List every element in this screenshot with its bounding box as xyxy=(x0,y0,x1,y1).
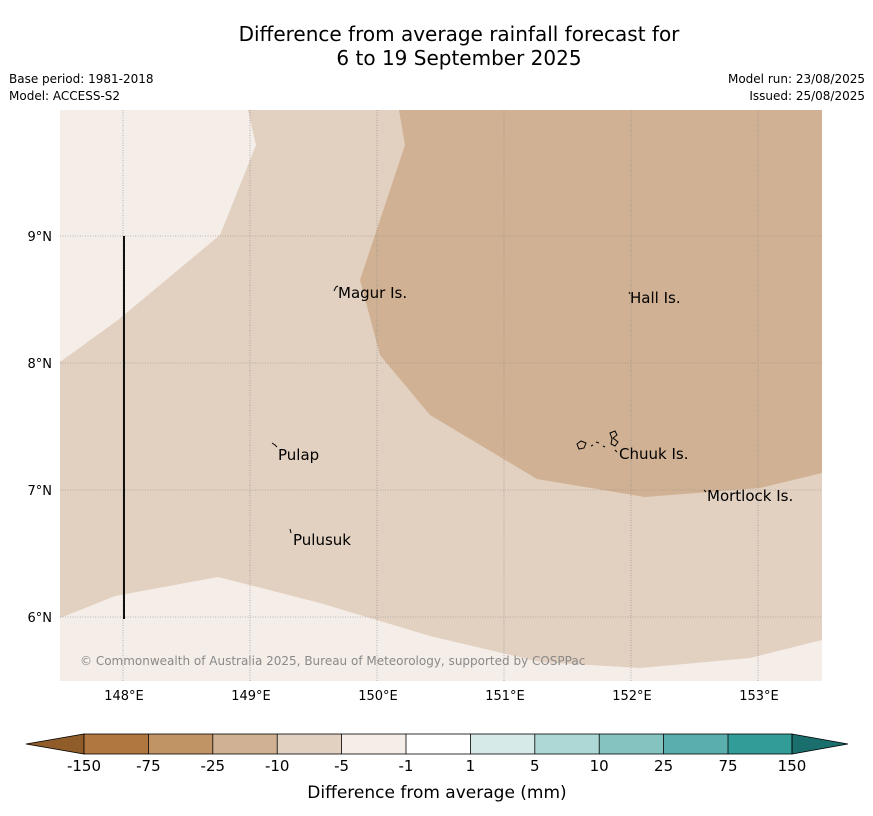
pulusuk-island-outline xyxy=(289,528,292,534)
colorbar-tick-label: 25 xyxy=(654,757,673,775)
lon-label-151e: 151°E xyxy=(485,689,525,704)
model-text: Model: ACCESS-S2 xyxy=(9,89,121,103)
title-line-2: 6 to 19 September 2025 xyxy=(336,46,582,70)
title-line-1: Difference from average rainfall forecas… xyxy=(238,22,680,46)
lon-label-150e: 150°E xyxy=(358,689,398,704)
colorbar-tick-label: -25 xyxy=(201,757,226,775)
place-label-pulap: Pulap xyxy=(278,446,319,464)
colorbar-bin-10-25 xyxy=(599,734,664,754)
model-run-text: Model run: 23/08/2025 xyxy=(727,72,865,86)
colorbar-bin-1-5 xyxy=(470,734,535,754)
colorbar-title: Difference from average (mm) xyxy=(307,783,566,803)
region-minus25-minus10 xyxy=(360,110,822,497)
colorbar-tick-label: -1 xyxy=(399,757,414,775)
colorbar-bin-75-150 xyxy=(728,734,792,754)
copyright-text: © Commonwealth of Australia 2025, Bureau… xyxy=(80,654,585,668)
place-label-pulusuk: Pulusuk xyxy=(293,531,351,549)
colorbar-bin-minus10-minus5 xyxy=(277,734,342,754)
colorbar-tick-label: -5 xyxy=(334,757,349,775)
colorbar-bin-minus1-1 xyxy=(406,734,471,754)
colorbar-tick-label: 10 xyxy=(590,757,609,775)
lat-label-7n: 7°N xyxy=(28,484,53,499)
colorbar-bin-minus5-minus1 xyxy=(341,734,406,754)
mortlock-island-outline xyxy=(703,489,707,493)
base-period-text: Base period: 1981-2018 xyxy=(9,72,154,86)
colorbar-legend: -150 -75 -25 -10 -5 -1 1 5 10 25 75 150 … xyxy=(25,733,849,803)
islands xyxy=(271,285,707,534)
run-info: Model run: 23/08/2025 Issued: 25/08/2025 xyxy=(728,71,865,105)
colorbar-dividers xyxy=(147,734,729,754)
colorbar-extend-high xyxy=(791,733,849,755)
lon-label-152e: 152°E xyxy=(612,689,652,704)
lat-label-8n: 8°N xyxy=(28,357,53,372)
lat-label-9n: 9°N xyxy=(28,230,53,245)
graticule xyxy=(60,110,822,681)
colorbar-bin-minus75-minus25 xyxy=(148,734,213,754)
colorbar-bin-minus25-minus10 xyxy=(212,734,278,754)
colorbar-tick-label: -75 xyxy=(136,757,161,775)
magur-island-outline xyxy=(333,285,339,292)
chuuk-island-outline xyxy=(576,430,619,453)
colorbar-tick-label: 150 xyxy=(778,757,807,775)
colorbar-frame xyxy=(83,733,793,755)
base-info: Base period: 1981-2018 Model: ACCESS-S2 xyxy=(9,71,154,105)
place-label-chuuk: Chuuk Is. xyxy=(619,445,688,463)
colorbar-bin-25-75 xyxy=(663,734,728,754)
pulap-island-outline xyxy=(271,442,278,448)
lon-label-148e: 148°E xyxy=(104,689,144,704)
lon-label-153e: 153°E xyxy=(739,689,779,704)
rainfall-shading xyxy=(60,110,822,681)
colorbar-tick-label: -150 xyxy=(67,757,101,775)
lon-label-149e: 149°E xyxy=(231,689,271,704)
issued-text: Issued: 25/08/2025 xyxy=(749,89,865,103)
colorbar-tick-label: -10 xyxy=(265,757,290,775)
colorbar-tick-label: 1 xyxy=(466,757,476,775)
place-label-magur: Magur Is. xyxy=(338,284,407,302)
colorbar-tick-label: 75 xyxy=(718,757,737,775)
map-title: Difference from average rainfall forecas… xyxy=(0,22,873,70)
place-label-mortlock: Mortlock Is. xyxy=(707,487,793,505)
colorbar-extend-low xyxy=(25,733,85,755)
colorbar-bin-minus150-minus75 xyxy=(84,734,149,754)
colorbar-tick-label: 5 xyxy=(530,757,540,775)
colorbar-bin-5-10 xyxy=(534,734,600,754)
place-label-hall: Hall Is. xyxy=(630,289,681,307)
lat-label-6n: 6°N xyxy=(28,611,53,626)
hall-island-outline xyxy=(628,291,631,295)
